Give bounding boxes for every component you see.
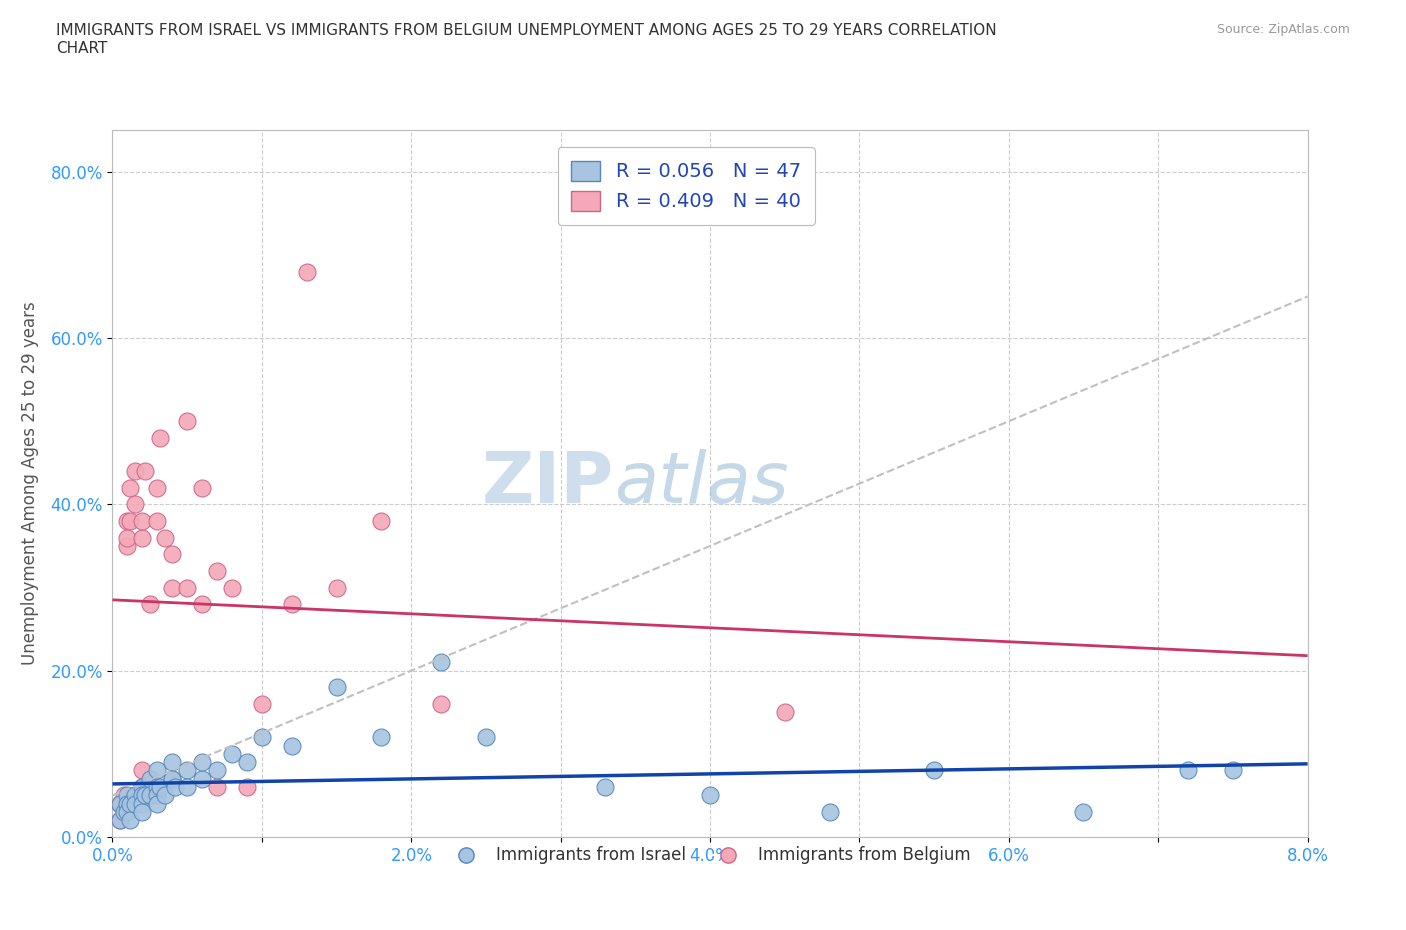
Y-axis label: Unemployment Among Ages 25 to 29 years: Unemployment Among Ages 25 to 29 years — [21, 301, 39, 666]
Point — [153, 530, 176, 545]
Point — [205, 779, 228, 794]
Point — [117, 796, 139, 811]
Point — [1177, 763, 1199, 777]
Point — [134, 464, 156, 479]
Point — [162, 771, 183, 786]
Point — [325, 680, 347, 695]
Point — [191, 755, 214, 770]
Point — [221, 747, 243, 762]
Text: IMMIGRANTS FROM ISRAEL VS IMMIGRANTS FROM BELGIUM UNEMPLOYMENT AMONG AGES 25 TO : IMMIGRANTS FROM ISRAEL VS IMMIGRANTS FRO… — [56, 23, 997, 56]
Point — [191, 597, 214, 612]
Point — [162, 755, 183, 770]
Point — [131, 513, 153, 528]
Point — [281, 597, 304, 612]
Point — [146, 513, 169, 528]
Point — [108, 796, 131, 811]
Point — [146, 763, 169, 777]
Point — [191, 480, 214, 495]
Point — [176, 580, 198, 595]
Point — [430, 697, 453, 711]
Point — [120, 796, 142, 811]
Point — [117, 788, 139, 803]
Point — [162, 771, 183, 786]
Point — [699, 788, 721, 803]
Point — [134, 788, 156, 803]
Point — [250, 730, 273, 745]
Point — [146, 779, 169, 794]
Point — [146, 779, 169, 794]
Point — [922, 763, 945, 777]
Point — [165, 779, 187, 794]
Text: Source: ZipAtlas.com: Source: ZipAtlas.com — [1216, 23, 1350, 36]
Point — [149, 431, 172, 445]
Point — [818, 804, 841, 819]
Point — [108, 813, 131, 828]
Point — [120, 513, 142, 528]
Point — [595, 779, 617, 794]
Point — [325, 580, 347, 595]
Point — [131, 530, 153, 545]
Point — [114, 788, 135, 803]
Point — [124, 497, 146, 512]
Point — [117, 538, 139, 553]
Point — [124, 464, 146, 479]
Point — [131, 763, 153, 777]
Point — [205, 763, 228, 777]
Point — [236, 755, 259, 770]
Point — [139, 788, 162, 803]
Point — [139, 597, 162, 612]
Point — [146, 788, 169, 803]
Point — [131, 788, 153, 803]
Point — [120, 480, 142, 495]
Point — [117, 513, 139, 528]
Point — [370, 513, 392, 528]
Point — [131, 804, 153, 819]
Point — [131, 779, 153, 794]
Legend: Immigrants from Israel, Immigrants from Belgium: Immigrants from Israel, Immigrants from … — [443, 840, 977, 871]
Point — [117, 530, 139, 545]
Point — [773, 705, 796, 720]
Point — [146, 796, 169, 811]
Point — [131, 779, 153, 794]
Point — [176, 763, 198, 777]
Point — [117, 804, 139, 819]
Point — [1222, 763, 1244, 777]
Point — [153, 788, 176, 803]
Point — [139, 771, 162, 786]
Point — [162, 580, 183, 595]
Point — [475, 730, 498, 745]
Point — [370, 730, 392, 745]
Point — [430, 655, 453, 670]
Point — [162, 547, 183, 562]
Point — [221, 580, 243, 595]
Point — [250, 697, 273, 711]
Point — [281, 738, 304, 753]
Point — [108, 813, 131, 828]
Point — [120, 813, 142, 828]
Point — [131, 796, 153, 811]
Point — [191, 771, 214, 786]
Point — [176, 779, 198, 794]
Point — [176, 414, 198, 429]
Point — [124, 796, 146, 811]
Point — [114, 804, 135, 819]
Text: atlas: atlas — [614, 449, 789, 518]
Point — [205, 564, 228, 578]
Point — [108, 796, 131, 811]
Point — [117, 796, 139, 811]
Point — [108, 796, 131, 811]
Point — [149, 779, 172, 794]
Point — [295, 264, 318, 279]
Point — [236, 779, 259, 794]
Point — [124, 788, 146, 803]
Point — [1073, 804, 1095, 819]
Text: ZIP: ZIP — [482, 449, 614, 518]
Point — [146, 480, 169, 495]
